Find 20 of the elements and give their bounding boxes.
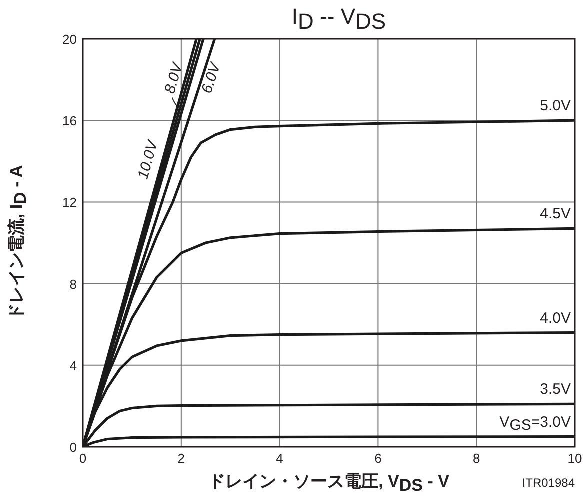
x-tick-label: 4 (276, 451, 284, 466)
y-tick-label: 0 (70, 440, 77, 455)
series-label: 4.0V (540, 310, 571, 327)
y-tick-label: 4 (70, 358, 77, 374)
text: ITR01984 (522, 476, 576, 490)
y-tick-label: 8 (70, 276, 77, 292)
x-tick-label: 2 (178, 451, 186, 466)
series-label: 4.5V (540, 206, 571, 223)
text: 8.0V (162, 59, 188, 96)
x-tick-label: 10 (568, 451, 582, 466)
y-tick-label: 16 (62, 114, 77, 129)
x-tick-label: 0 (79, 451, 87, 466)
text: 6.0V (198, 59, 225, 96)
text: 10.0V (134, 137, 162, 182)
series-label: 3.5V (540, 381, 571, 398)
x-tick-label: 6 (374, 451, 382, 466)
y-tick-label: 12 (62, 195, 77, 210)
y-tick-label: 20 (62, 32, 77, 47)
x-tick-label: 8 (472, 451, 480, 466)
series-label: 5.0V (540, 98, 571, 115)
